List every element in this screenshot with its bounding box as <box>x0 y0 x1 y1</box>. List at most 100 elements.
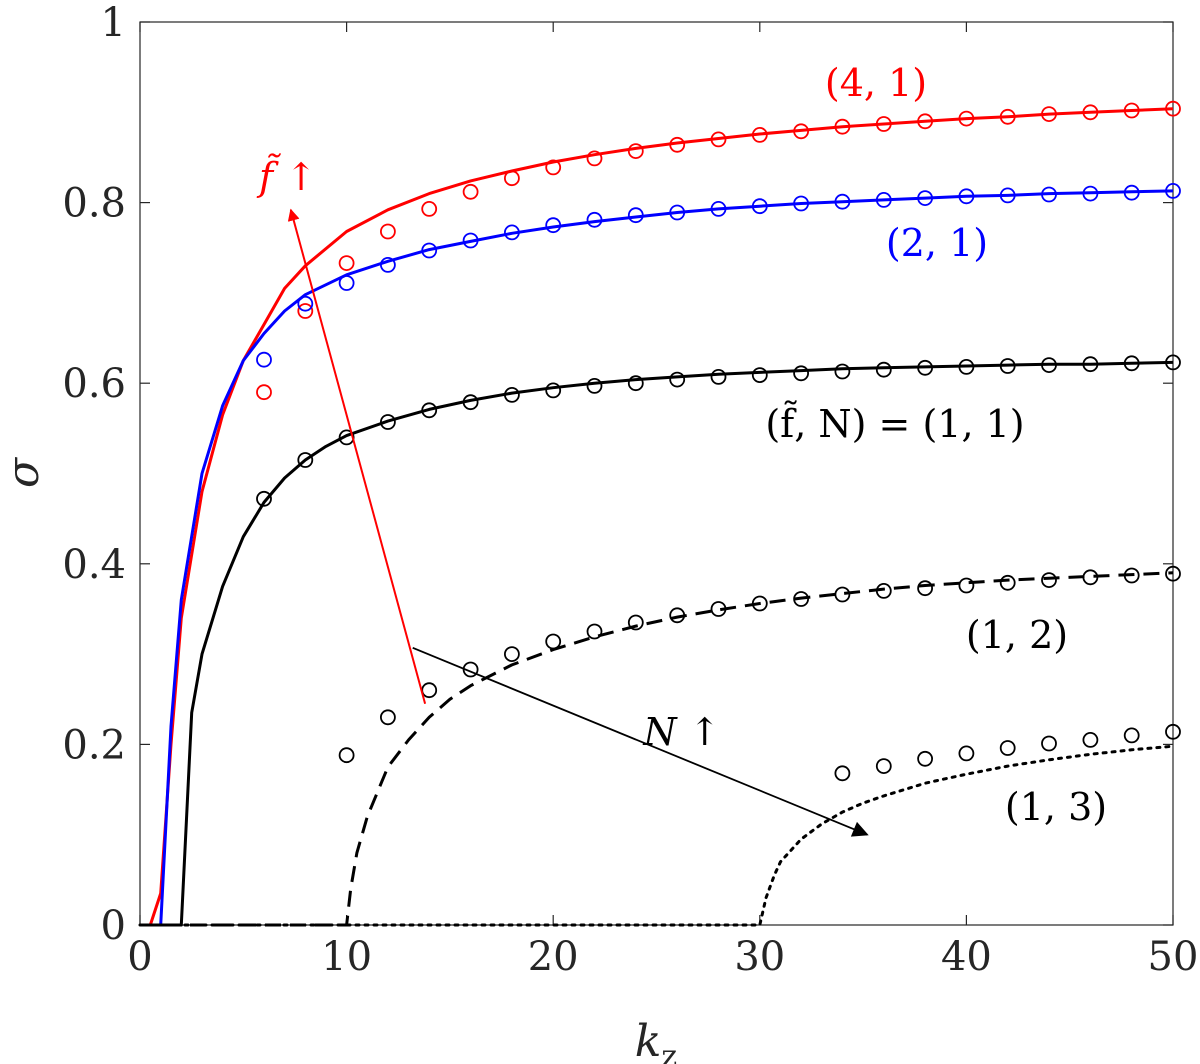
series-0-marker <box>917 113 933 130</box>
series-2-marker <box>958 358 975 375</box>
series-2-marker <box>503 386 520 403</box>
series-0-marker <box>462 183 479 200</box>
series-label-1-3: (1, 3) <box>1005 785 1107 829</box>
series-1-marker <box>545 217 562 234</box>
series-4-marker <box>834 765 851 782</box>
series-4-marker <box>1123 727 1140 744</box>
series-4-marker <box>1082 732 1099 748</box>
series-0-marker <box>1123 102 1140 119</box>
series-label-4-1: (4, 1) <box>825 61 927 105</box>
series-0-marker <box>586 150 603 167</box>
series-1-marker <box>379 256 396 273</box>
series-0-marker <box>669 136 686 153</box>
series-4-marker <box>1165 723 1181 740</box>
series-4-marker <box>917 750 933 767</box>
series-1-marker <box>958 188 975 205</box>
series-1-marker <box>834 193 851 210</box>
series-3-marker <box>1123 567 1140 584</box>
series-0-marker <box>1165 100 1181 117</box>
y-axis-ticks: 0 0.2 0.4 0.6 0.8 1 <box>62 0 1173 949</box>
series-3-marker <box>1165 565 1181 582</box>
series-3-marker <box>586 623 603 640</box>
series-3-marker <box>379 709 396 726</box>
series-4-marker <box>1041 735 1057 752</box>
series-4-marker <box>875 758 892 774</box>
series-1-marker <box>503 224 520 241</box>
series-3-marker <box>338 747 355 764</box>
series-0-marker <box>875 116 892 132</box>
series-2-marker <box>256 490 272 507</box>
series-2-marker <box>1082 356 1099 373</box>
series-1-marker <box>751 198 768 215</box>
x-tick-label: 10 <box>321 934 372 980</box>
series-0-marker <box>710 131 727 148</box>
series-0-marker <box>1082 104 1099 121</box>
f-arrow-label: f̃ ↑ <box>256 154 317 199</box>
series-0-marker <box>627 143 644 160</box>
series-0-marker <box>999 108 1016 125</box>
series-2-marker <box>545 382 562 399</box>
series-0-marker <box>834 118 851 135</box>
series-1-marker <box>297 295 314 312</box>
series-1-marker <box>1082 185 1099 202</box>
series-4-marker <box>999 740 1016 756</box>
plot-area <box>139 21 1174 926</box>
series-1-marker <box>462 232 479 249</box>
series-label-2-1: (2, 1) <box>886 221 988 265</box>
n-arrow-label: N ↑ <box>642 710 720 754</box>
series-0-marker <box>297 303 314 319</box>
series-3-marker <box>627 614 644 631</box>
y-tick-label: 1 <box>101 0 126 46</box>
series-0-marker <box>751 126 768 143</box>
series-line-3 <box>140 571 1174 927</box>
series-line-2 <box>140 360 1174 927</box>
x-axis-label: kz <box>635 1016 677 1064</box>
series-2-marker <box>669 371 686 388</box>
y-tick-label: 0.6 <box>62 361 126 407</box>
series-1-marker <box>421 242 438 259</box>
series-3-marker <box>1041 572 1057 588</box>
series-label-1-1: (f̃, N) = (1, 1) <box>765 401 1024 446</box>
series-3-marker <box>958 577 975 594</box>
series-1-marker <box>256 351 272 368</box>
series-label-1-2: (1, 2) <box>966 613 1068 657</box>
series-line-0 <box>148 107 1174 926</box>
series-1-marker <box>1123 184 1140 201</box>
series-4-marker <box>958 745 975 762</box>
series-0-marker <box>338 255 355 272</box>
series-3-marker <box>834 586 851 603</box>
x-tick-label: 30 <box>734 934 785 980</box>
series-0-marker <box>958 110 975 127</box>
series-2-marker <box>627 375 644 392</box>
series-0-marker <box>1041 106 1057 122</box>
series-1-marker <box>1041 186 1057 203</box>
series-1-marker <box>917 190 933 207</box>
y-tick-label: 0.2 <box>62 722 126 768</box>
x-axis-label-subscript: z <box>661 1039 677 1064</box>
x-axis-ticks: 0 10 20 30 40 50 <box>127 22 1198 980</box>
series-3-marker <box>751 595 768 612</box>
series-3-marker <box>669 607 686 624</box>
series-2-marker <box>586 377 603 394</box>
series-1-marker <box>1165 182 1181 199</box>
series-2-marker <box>875 361 892 378</box>
series-0-marker <box>421 200 438 217</box>
f-increase-arrow <box>287 208 427 705</box>
series-3-marker <box>793 591 809 607</box>
series-0-marker <box>256 384 272 401</box>
series-2-marker <box>999 358 1016 374</box>
series-2-marker <box>834 363 851 380</box>
x-tick-label: 0 <box>127 934 152 980</box>
series-2-marker <box>917 359 933 376</box>
x-tick-label: 20 <box>528 934 579 980</box>
series-1-marker <box>586 211 603 228</box>
series-2-marker <box>379 414 396 430</box>
series-0-marker <box>545 159 562 176</box>
series-0-marker <box>503 170 520 187</box>
series-2-marker <box>421 402 438 419</box>
series-3-marker <box>545 633 562 650</box>
series-0-marker <box>793 123 809 140</box>
series-1-marker <box>875 191 892 208</box>
series-2-marker <box>1123 355 1140 372</box>
